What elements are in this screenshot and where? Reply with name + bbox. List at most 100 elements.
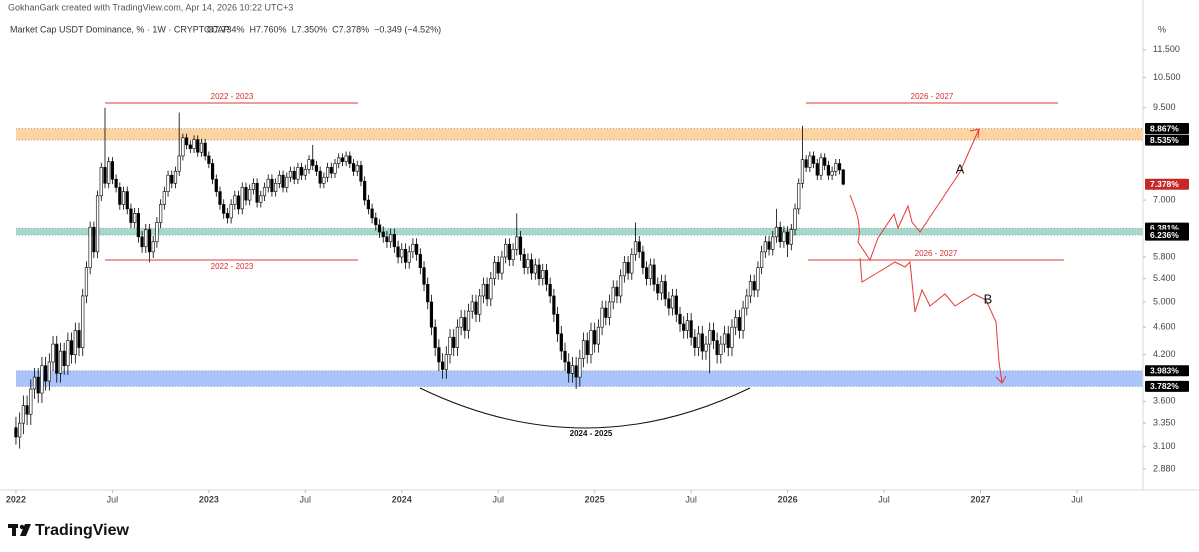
x-tick-label: Jul	[878, 494, 890, 504]
candle-body	[396, 246, 400, 258]
candle-body	[255, 182, 259, 203]
candle-body	[133, 213, 137, 223]
price-label-box	[1145, 134, 1189, 146]
candle-body	[103, 167, 107, 184]
candle-body	[585, 340, 589, 356]
x-tick-label: Jul	[685, 494, 697, 504]
price-label-box	[1145, 380, 1189, 392]
candle-body	[600, 307, 604, 328]
candle-body	[596, 326, 600, 345]
candle-body	[737, 317, 741, 331]
candle-body	[778, 226, 782, 243]
candle-body	[355, 165, 359, 172]
candle-body	[774, 226, 779, 238]
symbol: Market Cap USDT Dominance, % · 1W · CRYP…	[10, 24, 230, 34]
x-tick-label: Jul	[492, 494, 504, 504]
candle-body	[541, 270, 545, 279]
candle-body	[110, 161, 115, 180]
candle-body	[288, 170, 293, 178]
candle-body	[77, 330, 81, 348]
candle-body	[645, 267, 649, 279]
candle-body	[526, 259, 530, 268]
y-tick-label: 5.000	[1153, 296, 1176, 306]
y-tick-label: 2.880	[1153, 463, 1176, 473]
y-tick-label: 11.500	[1153, 44, 1180, 54]
candle-body	[166, 174, 170, 192]
candle-body	[604, 307, 608, 318]
candle-body	[173, 170, 178, 184]
candle-body	[559, 333, 563, 352]
candle-body	[21, 405, 25, 424]
candle-body	[834, 163, 838, 172]
candle-body	[656, 284, 660, 294]
candle-body	[151, 241, 155, 253]
header: GokhanGark created with TradingView.com,…	[8, 2, 293, 12]
candle-body	[507, 243, 511, 260]
candle-body	[344, 155, 348, 162]
candle-body	[73, 330, 77, 356]
candle-body	[244, 187, 248, 201]
candle-body	[433, 326, 437, 348]
candle-body	[537, 264, 541, 279]
candle-body	[563, 350, 567, 363]
candle-body	[611, 286, 615, 303]
candle-body	[841, 169, 845, 185]
price-label: 3.782%	[1150, 381, 1179, 391]
candle-body	[188, 144, 192, 149]
candle-body	[670, 295, 675, 309]
candle-body	[548, 284, 552, 297]
candle-body	[144, 229, 148, 248]
candle-body	[311, 159, 315, 166]
y-tick-label: 3.350	[1153, 418, 1176, 428]
axis-unit: %	[1158, 24, 1166, 34]
candle-body	[14, 427, 18, 438]
candle-body	[240, 187, 244, 210]
candle-body	[619, 275, 623, 297]
candle-body	[333, 163, 337, 174]
annotation: 2022 - 2023	[211, 262, 254, 271]
candle-body	[259, 195, 263, 203]
candle-body	[830, 170, 834, 176]
candle-body	[678, 313, 682, 325]
candle-body	[58, 350, 63, 374]
candle-body	[504, 243, 508, 258]
candle-body	[415, 243, 419, 255]
y-tick-label: 9.500	[1153, 102, 1176, 112]
candle-body	[682, 323, 686, 331]
candle-body	[789, 229, 793, 245]
candle-body	[214, 178, 218, 192]
scenario-path	[849, 128, 980, 262]
x-tick-label: Jul	[1071, 494, 1083, 504]
candle-body	[663, 281, 667, 300]
candle-body	[722, 333, 727, 345]
candle-body	[429, 301, 434, 328]
candle-body	[607, 301, 612, 318]
x-tick-label: 2025	[585, 494, 605, 504]
candle-body	[296, 167, 300, 180]
annotation: A	[956, 161, 965, 176]
candle-body	[40, 365, 44, 394]
candle-body	[25, 405, 29, 415]
candle-body	[225, 213, 230, 219]
y-tick-label: 3.100	[1153, 441, 1176, 451]
candle-body	[485, 284, 489, 300]
candle-body	[440, 361, 445, 370]
candle-body	[593, 330, 597, 345]
candle-body	[726, 333, 730, 348]
candle-body	[474, 301, 478, 315]
y-tick-label: 7.000	[1153, 194, 1176, 204]
candle-body	[771, 236, 775, 250]
candle-body	[704, 343, 708, 352]
candle-body	[492, 261, 497, 279]
x-tick-label: 2022	[6, 494, 26, 504]
candle-body	[392, 234, 396, 248]
candle-body	[366, 199, 370, 210]
candle-body	[66, 340, 70, 367]
zone	[15, 128, 1144, 141]
candle-body	[337, 157, 341, 164]
candle-body	[251, 182, 255, 190]
candle-body	[136, 213, 140, 238]
candle-body	[470, 301, 474, 312]
candle-body	[95, 195, 100, 253]
